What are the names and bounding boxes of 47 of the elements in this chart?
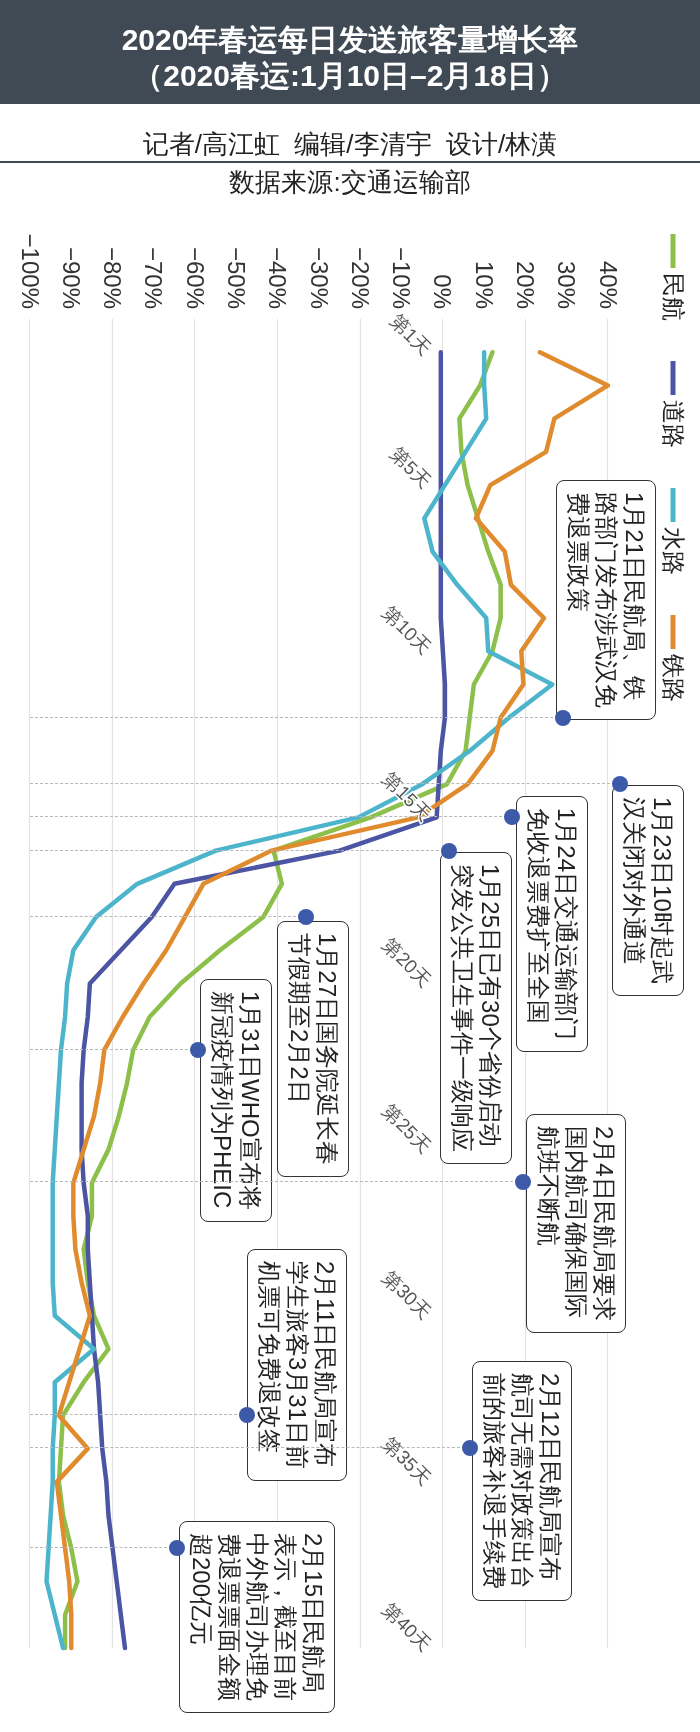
x-tick-label: 0%	[429, 274, 457, 309]
text: 记者/高江虹 编辑/李清宇 设计/林潢	[142, 129, 558, 159]
annotation: 2月11日民航局宣布学生旅客3月31日前机票可免费退改签	[255, 1261, 339, 1470]
x-tick-label: −80%	[99, 246, 127, 309]
legend-label: 民航	[659, 273, 687, 321]
callout-box: 1月27日国务院延长春节假期至2月2日	[277, 921, 349, 1178]
callout-box: 2月11日民航局宣布学生旅客3月31日前机票可免费退改签	[247, 1249, 347, 1482]
x-tick-label: −90%	[57, 246, 85, 309]
annotation: 2月12日民航局宣布航司无需对政策出台前的旅客补退手续费	[480, 1373, 564, 1589]
annotation: 1月25日已有30个省份启动突发公共卫生事件一级响应	[448, 864, 504, 1152]
x-tick-label: 40%	[594, 260, 622, 309]
callout-box: 2月15日民航局表示，截至目前中外航司办理免费退票票面金额超200亿元	[179, 1521, 335, 1713]
source-note: 数据来源:交通运输部	[229, 167, 471, 197]
x-tick-label: −10%	[388, 246, 416, 309]
x-tick-label: −30%	[305, 246, 333, 309]
legend-label: 水路	[659, 527, 687, 575]
annotation: 1月21日民航局、铁路部门发布涉武汉免费退票政策	[564, 492, 648, 708]
x-tick-label: 10%	[470, 260, 498, 309]
annotation: 1月24日交通运输部门免收退票费扩至全国	[524, 808, 580, 1041]
callout-box: 1月25日已有30个省份启动突发公共卫生事件一级响应	[440, 852, 512, 1164]
y-tick-label: 第20天	[378, 934, 436, 991]
annotation: 2月4日民航局要求国内航司确保国际航班不断航	[534, 1126, 618, 1321]
annotation: 2月15日民航局表示，截至目前中外航司办理免费退票票面金额超200亿元	[187, 1533, 327, 1701]
x-tick-label: −50%	[222, 246, 250, 309]
x-tick-label: −70%	[140, 246, 168, 309]
y-tick-label: 第25天	[378, 1100, 436, 1158]
x-tick-label: 30%	[553, 260, 581, 309]
chart-title: 2020年春运每日发送旅客量增长率	[121, 23, 579, 56]
x-tick-label: −100%	[16, 233, 44, 309]
y-tick-label: 第40天	[378, 1598, 436, 1656]
chart-subtitle: （2020春运:1月10日–2月18日）	[133, 59, 567, 92]
legend-label: 道路	[659, 400, 687, 448]
y-tick-label: 第1天	[386, 310, 436, 360]
callout-box: 1月23日10时起武汉关闭对外通道	[612, 785, 684, 996]
annotation: 1月27日国务院延长春节假期至2月2日	[285, 933, 341, 1166]
legend-label: 铁路	[659, 653, 687, 702]
callout-box: 2月4日民航局要求国内航司确保国际航班不断航	[526, 1114, 626, 1333]
y-tick-label: 第10天	[378, 602, 436, 659]
callout-box: 2月12日民航局宣布航司无需对政策出台前的旅客补退手续费	[472, 1361, 572, 1601]
x-tick-label: 20%	[511, 260, 539, 309]
y-tick-label: 第5天	[386, 443, 436, 493]
callout-box: 1月24日交通运输部门免收退票费扩至全国	[516, 796, 588, 1053]
callout-box: 1月21日民航局、铁路部门发布涉武汉免费退票政策	[556, 480, 656, 720]
x-tick-label: −60%	[181, 246, 209, 309]
x-tick-label: −40%	[264, 246, 292, 309]
x-tick-label: −20%	[346, 246, 374, 309]
y-tick-label: 第30天	[378, 1266, 436, 1324]
